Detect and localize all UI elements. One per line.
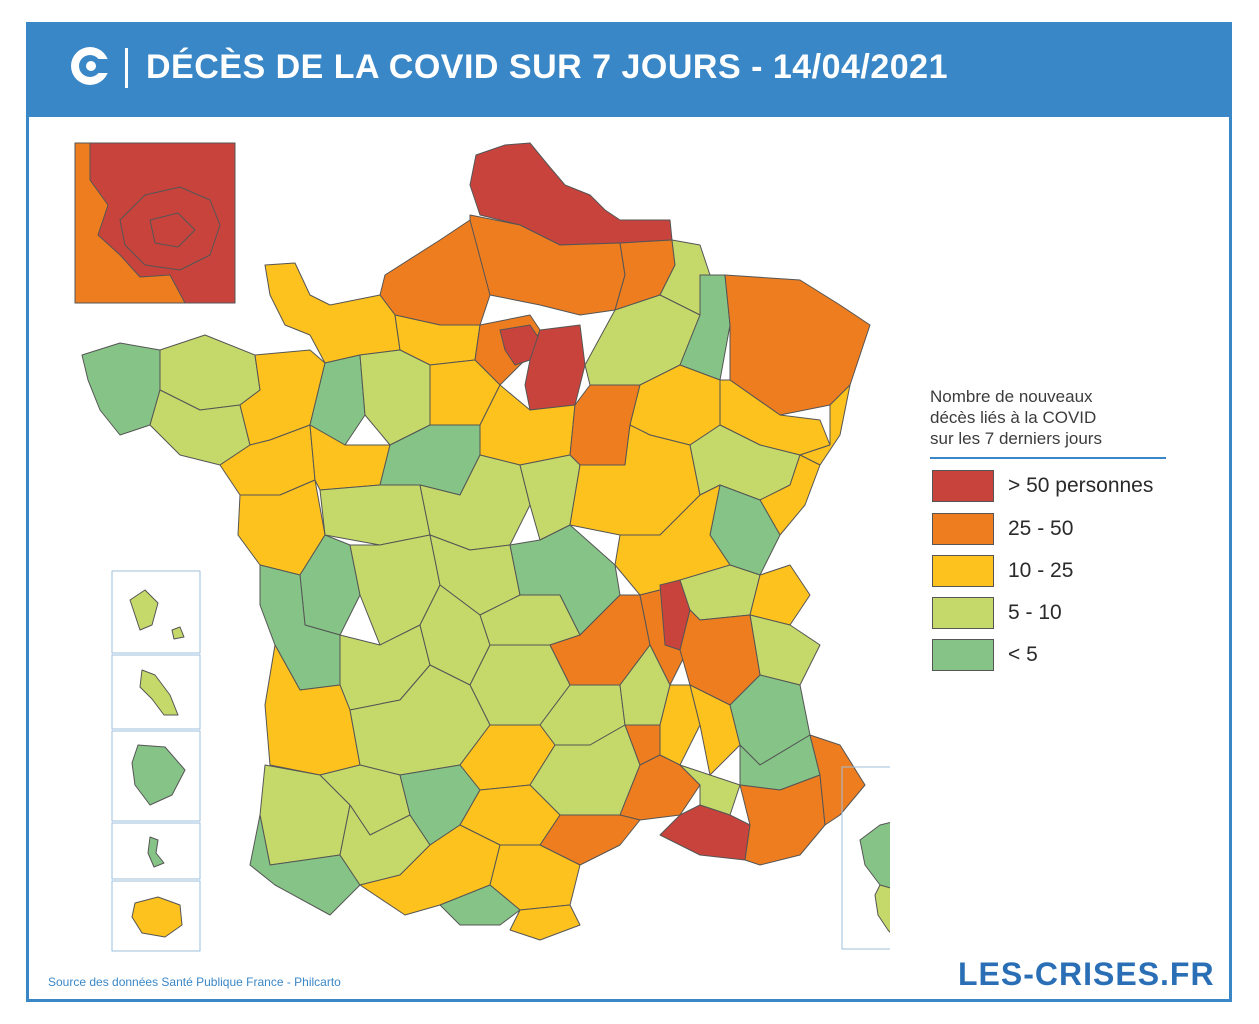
legend-title-line-3: sur les 7 derniers jours: [930, 429, 1102, 448]
corse-south: [874, 884, 890, 933]
region-mayenne: [309, 354, 366, 446]
legend-label: > 50 personnes: [1008, 474, 1154, 497]
corse-north: [859, 821, 890, 889]
legend-label: < 5: [1008, 643, 1038, 666]
legend-label: 5 - 10: [1008, 601, 1062, 624]
header-banner: DÉCÈS DE LA COVID SUR 7 JOURS - 14/04/20…: [26, 22, 1232, 117]
legend-divider: [930, 457, 1166, 459]
reunion-shape: [131, 896, 183, 938]
inset-guyane: [111, 730, 201, 822]
region-normandie: [379, 219, 491, 326]
source-credit: Source des données Santé Publique France…: [48, 975, 341, 989]
region-saone-loire: [614, 484, 731, 596]
inset-mayotte: [111, 822, 201, 880]
legend-title-line-2: décès liés à la COVID: [930, 408, 1097, 427]
legend-swatch: [932, 555, 994, 587]
france-map: [74, 142, 890, 952]
legend-swatch: [932, 470, 994, 502]
region-manche: [264, 262, 401, 364]
legend-title: Nombre de nouveaux décès liés à la COVID…: [930, 386, 1160, 449]
guadeloupe-shape: [129, 589, 159, 631]
inset-martinique: [111, 654, 201, 730]
header-separator: [125, 48, 128, 88]
region-indre-loire: [319, 484, 431, 546]
legend-swatch: [932, 597, 994, 629]
legend-title-line-1: Nombre de nouveaux: [930, 387, 1093, 406]
region-pyrenees-orientales: [509, 904, 581, 941]
legend-swatch: [932, 639, 994, 671]
inset-corse: [841, 766, 890, 950]
region-alpes-maritimes: [809, 734, 866, 826]
legend-label: 25 - 50: [1008, 517, 1074, 540]
page-title: DÉCÈS DE LA COVID SUR 7 JOURS - 14/04/20…: [146, 48, 949, 86]
legend-label: 10 - 25: [1008, 559, 1074, 582]
inset-reunion: [111, 880, 201, 952]
region-finistere: [81, 342, 161, 436]
region-nord: [469, 142, 673, 246]
mayotte-shape: [147, 836, 165, 868]
legend-swatch: [932, 513, 994, 545]
inset-guadeloupe: [111, 570, 201, 654]
les-crises-logo-icon: [71, 47, 112, 85]
region-pyrenees-atlantiques: [249, 814, 361, 916]
guyane-shape: [131, 744, 186, 806]
region-ariege: [439, 884, 521, 926]
martinique-shape: [139, 669, 179, 716]
region-drome: [689, 684, 741, 776]
region-haute-savoie: [749, 564, 811, 626]
brand-logo: LES-CRISES.FR: [958, 956, 1215, 992]
paris-inset-region: [89, 142, 236, 304]
region-savoie: [749, 614, 821, 686]
region-allier: [509, 524, 621, 636]
